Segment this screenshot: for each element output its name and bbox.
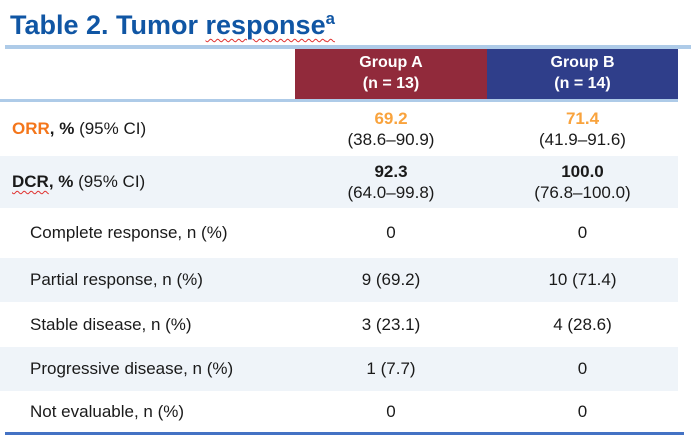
page-title: Table 2. Tumor responsea xyxy=(0,0,696,43)
value-cell-group-a: 69.2 (38.6–90.9) xyxy=(295,102,487,156)
table-row-not-evaluable: Not evaluable, n (%) 0 0 xyxy=(0,391,678,433)
row-label-text: Progressive disease, n (%) xyxy=(30,359,234,379)
dcr-ci-label: (95% CI) xyxy=(73,172,146,192)
value-cell-group-a: 3 (23.1) xyxy=(295,302,487,347)
title-misspelled-word: responsea xyxy=(205,9,335,40)
value-cell-group-b: 0 xyxy=(487,208,678,258)
partial-response-a: 9 (69.2) xyxy=(361,270,421,290)
value-cell-group-b: 0 xyxy=(487,391,678,432)
header-group-b-cell: Group B (n = 14) xyxy=(487,49,678,100)
dcr-ci-b: (76.8–100.0) xyxy=(534,183,631,203)
dcr-percent: , % xyxy=(48,172,74,192)
value-cell-group-b: 71.4 (41.9–91.6) xyxy=(487,102,678,156)
value-cell-group-a: 92.3 (64.0–99.8) xyxy=(295,156,487,208)
header-group-a-cell: Group A (n = 13) xyxy=(295,49,487,100)
row-label: ORR, % (95% CI) xyxy=(0,102,295,156)
orr-percent: , % xyxy=(49,119,75,139)
stable-disease-b: 4 (28.6) xyxy=(553,314,612,334)
row-label-text: Not evaluable, n (%) xyxy=(30,401,185,421)
title-superscript: a xyxy=(325,9,335,28)
table-row-orr: ORR, % (95% CI) 69.2 (38.6–90.9) 71.4 (4… xyxy=(0,102,678,157)
group-b-n: (n = 14) xyxy=(554,75,611,93)
row-label-text: Partial response, n (%) xyxy=(30,270,203,290)
row-label-text: DCR, % (95% CI) xyxy=(12,172,145,192)
complete-response-b: 0 xyxy=(577,223,588,243)
tumor-response-table: Group A (n = 13) Group B (n = 14) ORR, %… xyxy=(0,49,678,433)
dcr-value-b: 100.0 xyxy=(561,161,604,181)
table-row-stable-disease: Stable disease, n (%) 3 (23.1) 4 (28.6) xyxy=(0,302,678,348)
not-evaluable-b: 0 xyxy=(577,401,588,421)
value-cell-group-a: 0 xyxy=(295,208,487,258)
table-row-progressive-disease: Progressive disease, n (%) 1 (7.7) 0 xyxy=(0,347,678,392)
value-cell-group-a: 1 (7.7) xyxy=(295,347,487,391)
row-label-text: Stable disease, n (%) xyxy=(30,314,192,334)
table-header-row: Group A (n = 13) Group B (n = 14) xyxy=(0,49,678,103)
row-label: DCR, % (95% CI) xyxy=(0,156,295,208)
row-label: Partial response, n (%) xyxy=(0,258,295,302)
orr-value-b: 71.4 xyxy=(565,108,600,128)
value-cell-group-b: 10 (71.4) xyxy=(487,258,678,302)
row-label: Complete response, n (%) xyxy=(0,208,295,258)
orr-ci-a: (38.6–90.9) xyxy=(347,130,435,150)
row-label: Progressive disease, n (%) xyxy=(0,347,295,391)
group-a-name: Group A xyxy=(359,54,423,72)
dcr-value-a: 92.3 xyxy=(374,161,408,181)
title-text: Table 2. Tumor xyxy=(10,10,206,40)
header-empty-cell xyxy=(0,49,295,99)
progressive-disease-b: 0 xyxy=(577,359,588,379)
title-word-response: response xyxy=(205,10,326,40)
dcr-abbrev: DCR xyxy=(12,172,49,192)
row-label: Stable disease, n (%) xyxy=(0,302,295,347)
table-row-partial-response: Partial response, n (%) 9 (69.2) 10 (71.… xyxy=(0,258,678,303)
stable-disease-a: 3 (23.1) xyxy=(361,314,421,334)
progressive-disease-a: 1 (7.7) xyxy=(366,359,416,379)
group-a-n: (n = 13) xyxy=(362,75,420,93)
orr-value-a: 69.2 xyxy=(374,108,408,128)
value-cell-group-b: 0 xyxy=(487,347,678,391)
value-cell-group-b: 100.0 (76.8–100.0) xyxy=(487,156,678,208)
orr-ci-b: (41.9–91.6) xyxy=(539,130,626,150)
group-b-name: Group B xyxy=(550,54,615,72)
not-evaluable-a: 0 xyxy=(386,401,396,421)
dcr-ci-a: (64.0–99.8) xyxy=(347,183,435,203)
orr-ci-label: (95% CI) xyxy=(74,119,147,139)
row-label-text: Complete response, n (%) xyxy=(30,223,228,243)
row-label-text: ORR, % (95% CI) xyxy=(12,119,146,139)
value-cell-group-a: 0 xyxy=(295,391,487,432)
value-cell-group-b: 4 (28.6) xyxy=(487,302,678,347)
table-bottom-rule xyxy=(5,432,684,436)
value-cell-group-a: 9 (69.2) xyxy=(295,258,487,302)
row-label: Not evaluable, n (%) xyxy=(0,391,295,432)
title-divider-rule xyxy=(5,45,691,50)
table-row-complete-response: Complete response, n (%) 0 0 xyxy=(0,208,678,259)
table-row-dcr: DCR, % (95% CI) 92.3 (64.0–99.8) 100.0 (… xyxy=(0,156,678,209)
complete-response-a: 0 xyxy=(386,223,396,243)
partial-response-b: 10 (71.4) xyxy=(548,270,617,290)
orr-abbrev: ORR xyxy=(12,119,50,139)
